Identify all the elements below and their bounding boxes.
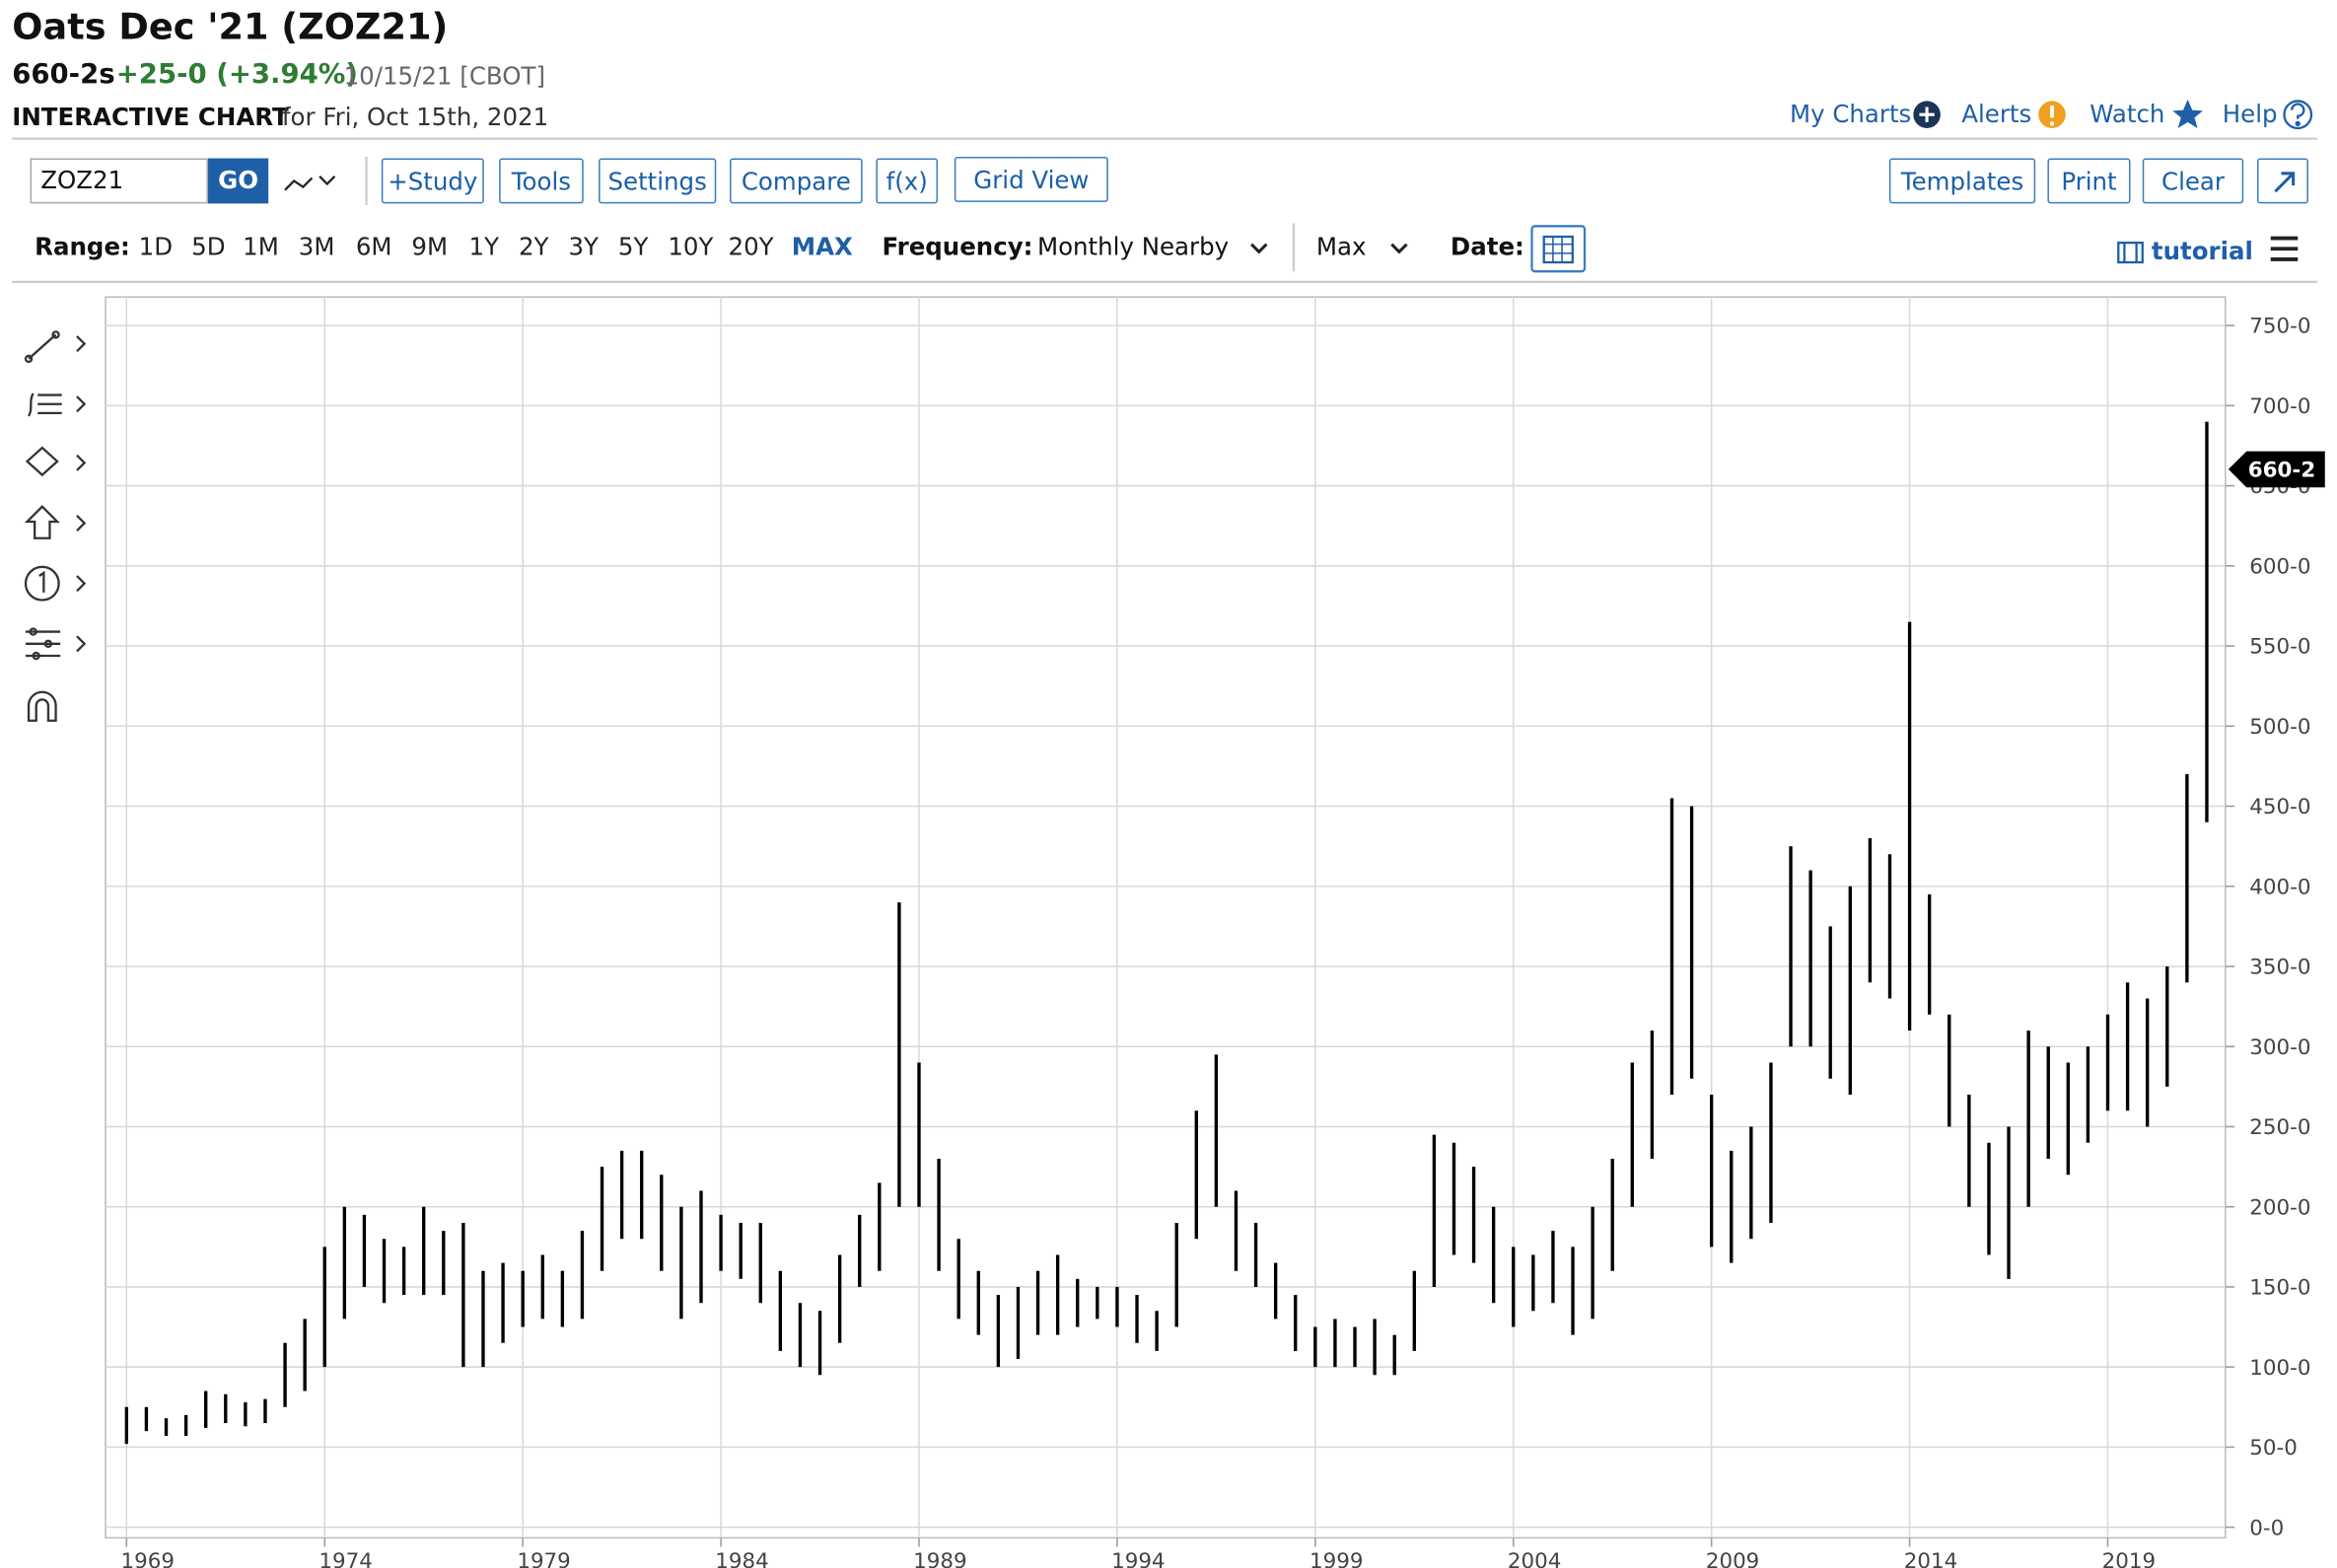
y-tick-label: 550-0: [2249, 635, 2310, 660]
range-label: Range:: [35, 232, 130, 261]
y-tick-label: 300-0: [2249, 1035, 2310, 1060]
x-tick-label: 2014: [1904, 1549, 1957, 1568]
toolbar-button[interactable]: +Study: [381, 158, 484, 204]
range-option[interactable]: 1M: [243, 232, 279, 261]
toolbar-button[interactable]: Templates: [1888, 158, 2036, 204]
frequency-label: Frequency:: [882, 232, 1033, 261]
y-tick-label: 50-0: [2249, 1436, 2298, 1461]
y-tick-label: 450-0: [2249, 795, 2310, 820]
toolbar-button[interactable]: Grid View: [954, 156, 1108, 202]
x-tick-label: 1979: [517, 1549, 570, 1568]
toolbar-button[interactable]: Tools: [499, 158, 584, 204]
toolbar-button[interactable]: f(x): [876, 158, 939, 204]
my-charts-link[interactable]: My Charts: [1789, 99, 1912, 128]
y-tick-label: 500-0: [2249, 715, 2310, 740]
range-option[interactable]: 2Y: [518, 232, 549, 261]
y-tick-label: 100-0: [2249, 1356, 2310, 1381]
watch-link[interactable]: Watch: [2089, 99, 2165, 128]
toolbar-button[interactable]: Settings: [599, 158, 717, 204]
subtitle: INTERACTIVE CHART: [12, 102, 289, 132]
x-tick-label: 1969: [121, 1549, 175, 1568]
range-option[interactable]: 3M: [298, 232, 335, 261]
frequency-select[interactable]: Monthly Nearby: [1036, 232, 1230, 261]
y-tick-label: 400-0: [2249, 875, 2310, 899]
range-option[interactable]: 5D: [191, 232, 226, 261]
help-link[interactable]: Help: [2222, 99, 2278, 128]
range-option[interactable]: 3Y: [568, 232, 599, 261]
alerts-link[interactable]: Alerts: [1961, 99, 2032, 128]
range-option[interactable]: 6M: [355, 232, 392, 261]
y-tick-label: 650-0: [2249, 474, 2310, 499]
range-option[interactable]: 1Y: [468, 232, 500, 261]
y-tick-label: 200-0: [2249, 1195, 2310, 1220]
aggregation-select[interactable]: Max: [1315, 232, 1367, 261]
range-option[interactable]: MAX: [791, 232, 853, 261]
last-price-label: 660-2: [2248, 459, 2315, 483]
y-tick-label: 750-0: [2249, 315, 2310, 339]
decor: [12, 99, 2318, 1539]
range-option[interactable]: 10Y: [668, 232, 714, 261]
expand-button[interactable]: [2256, 158, 2308, 204]
tutorial-link[interactable]: tutorial: [2151, 237, 2253, 266]
toolbar-button[interactable]: Compare: [730, 158, 863, 204]
symbol-input[interactable]: ZOZ21: [30, 158, 209, 204]
y-tick-label: 150-0: [2249, 1276, 2310, 1301]
range-option[interactable]: 20Y: [728, 232, 774, 261]
y-tick-label: 700-0: [2249, 394, 2310, 419]
last-price-flag: [2228, 451, 2325, 488]
x-tick-label: 2009: [1706, 1549, 1759, 1568]
last-price: 660-2s: [12, 58, 115, 91]
y-tick-label: 600-0: [2249, 554, 2310, 579]
x-tick-label: 1999: [1310, 1549, 1363, 1568]
y-tick-label: 350-0: [2249, 956, 2310, 980]
go-button[interactable]: GO: [208, 158, 269, 204]
title: Oats Dec '21 (ZOZ21): [12, 6, 449, 48]
price-change: +25-0 (+3.94%): [115, 58, 358, 91]
range-option[interactable]: 1D: [138, 232, 174, 261]
date-exchange: 10/15/21 [CBOT]: [343, 61, 546, 91]
y-tick-label: 250-0: [2249, 1115, 2310, 1140]
x-tick-label: 1994: [1111, 1549, 1165, 1568]
range-option[interactable]: 5Y: [617, 232, 649, 261]
x-tick-label: 2019: [2102, 1549, 2156, 1568]
x-tick-label: 1989: [913, 1549, 966, 1568]
range-option[interactable]: 9M: [411, 232, 449, 261]
x-tick-label: 1984: [715, 1549, 768, 1568]
x-tick-label: 2004: [1508, 1549, 1561, 1568]
y-tick-label: 0-0: [2249, 1516, 2284, 1540]
toolbar-button[interactable]: Print: [2047, 158, 2131, 204]
date-label: Date:: [1450, 232, 1524, 261]
x-tick-label: 1974: [319, 1549, 372, 1568]
toolbar-button[interactable]: Clear: [2142, 158, 2244, 204]
subtitle-date: for Fri, Oct 15th, 2021: [281, 102, 549, 132]
